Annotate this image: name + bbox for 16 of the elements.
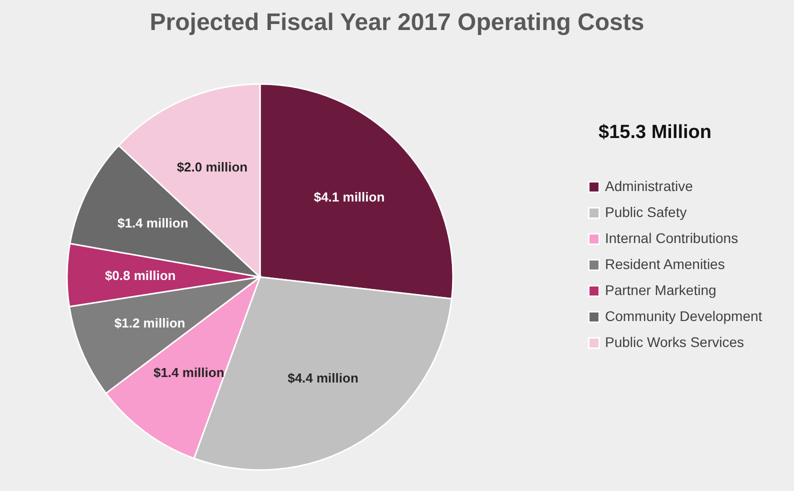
data-label: $1.2 million: [114, 316, 186, 331]
chart-title: Projected Fiscal Year 2017 Operating Costs: [150, 9, 644, 36]
legend-label: Public Safety: [605, 204, 687, 220]
legend-label: Administrative: [605, 178, 694, 194]
data-label: $1.4 million: [117, 216, 188, 231]
data-label: $1.4 million: [153, 365, 224, 380]
legend-label: Community Development: [605, 308, 762, 324]
legend-label: Public Works Services: [605, 334, 744, 350]
legend-label: Resident Amenities: [605, 256, 725, 272]
data-label: $2.0 million: [176, 159, 248, 174]
data-label: $4.4 million: [288, 370, 358, 386]
text: $15.3 Million: [598, 122, 712, 143]
data-label: $0.8 million: [104, 268, 176, 283]
legend-label: Partner Marketing: [605, 282, 716, 298]
data-label: $4.1 million: [314, 189, 385, 204]
legend-label: Internal Contributions: [605, 230, 738, 246]
